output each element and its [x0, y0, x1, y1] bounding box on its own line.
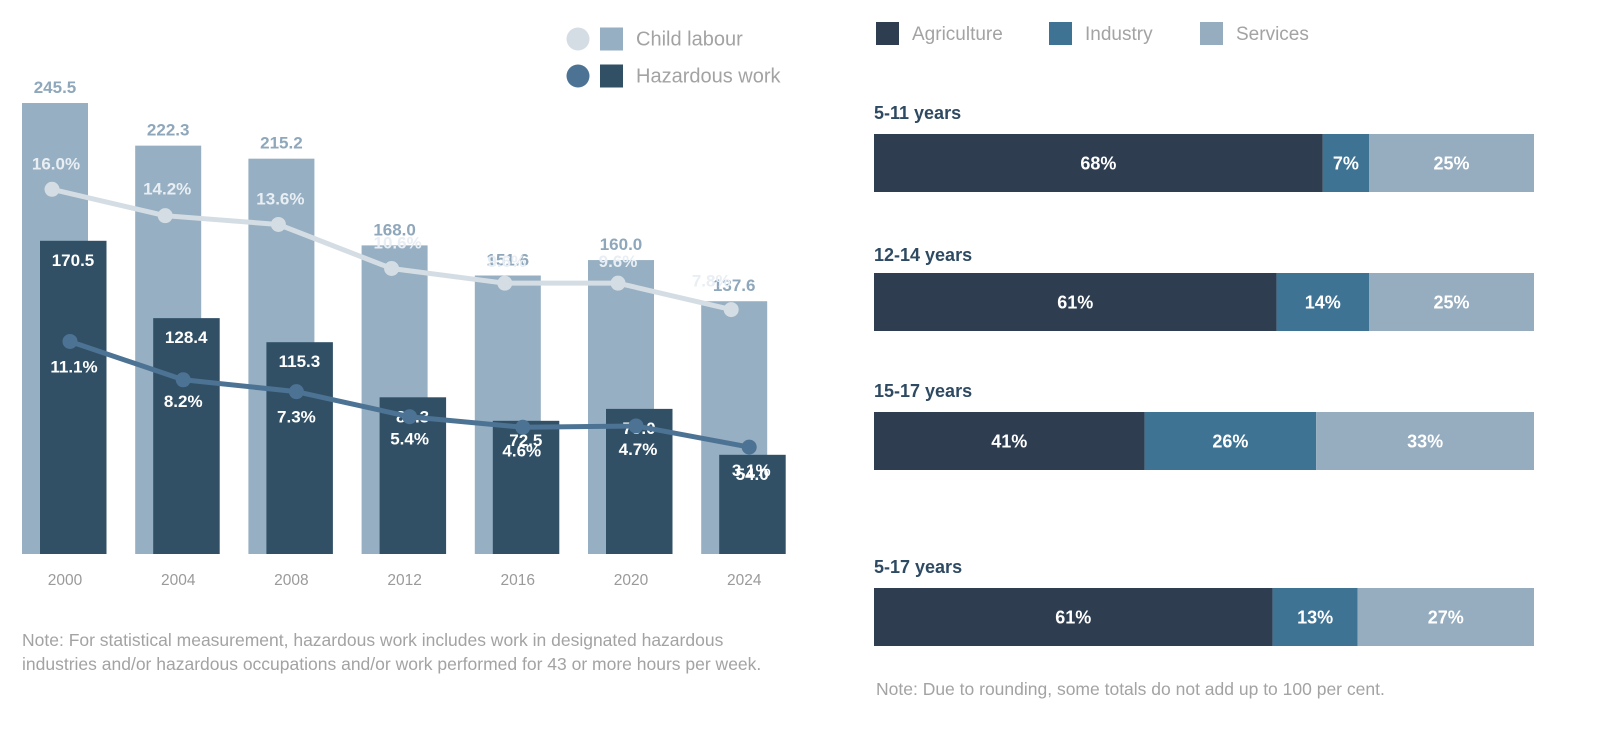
sector-distribution-chart: Agriculture Industry Services 5-11 years 68%…	[874, 22, 1534, 646]
hazardous-work-pct-point-2000	[62, 333, 78, 349]
child-labour-pct-point-2008	[270, 216, 286, 232]
industry-value-15-17 years: 26%	[1212, 432, 1248, 452]
hazardous-work-value-2024: 54.0	[736, 465, 769, 484]
hazardous-work-bar-2004	[153, 318, 220, 554]
x-tick-2024: 2024	[727, 572, 762, 589]
hazardous-work-pct-label-2012: 5.4%	[390, 430, 429, 449]
legend-label-agriculture: Agriculture	[912, 24, 1003, 45]
child-labour-value-2020: 160.0	[600, 235, 643, 254]
hazardous-work-bar-2024	[719, 454, 786, 554]
legend-dot-1	[566, 64, 590, 88]
child-labour-pct-point-2000	[44, 181, 60, 197]
hazardous-work-value-2008: 115.3	[279, 352, 321, 371]
legend-square-agriculture	[876, 22, 899, 45]
industry-segment-5-17 years	[1272, 588, 1358, 646]
industry-segment-15-17 years	[1144, 412, 1317, 470]
child-labour-value-2024: 137.6	[713, 276, 756, 295]
legend-label-services: Services	[1236, 24, 1309, 45]
child-labour-trend-chart: 245.5 170.5 2000 222.3 128.4 2004 215.2 115.3 20…	[22, 27, 786, 589]
legend-square-services	[1200, 22, 1223, 45]
child-labour-pct-label-2000: 16.0%	[32, 154, 80, 173]
hazardous-work-value-2016: 72.5	[509, 431, 542, 450]
hazardous-work-bar-2000	[40, 240, 107, 554]
agriculture-value-12-14 years: 61%	[1057, 293, 1093, 313]
child-labour-pct-label-2004: 14.2%	[143, 180, 191, 199]
legend-square-industry	[1049, 22, 1072, 45]
child-labour-pct-label-2024: 7.8%	[692, 272, 731, 291]
child-labour-pct-point-2004	[157, 208, 173, 224]
hazardous-work-pct-label-2024: 3.1%	[732, 461, 771, 480]
x-tick-2016: 2016	[501, 572, 535, 589]
child-labour-value-2016: 151.6	[487, 251, 530, 270]
agriculture-segment-12-14 years	[874, 273, 1277, 331]
hazardous-work-pct-label-2008: 7.3%	[277, 408, 316, 427]
hazardous-work-value-2000: 170.5	[52, 251, 95, 270]
child-labour-pct-label-2016: 9.6%	[487, 252, 526, 271]
agriculture-segment-15-17 years	[874, 412, 1145, 470]
legend-dot-0	[566, 27, 590, 51]
agriculture-segment-5-11 years	[874, 134, 1323, 192]
x-tick-2008: 2008	[274, 572, 308, 589]
child-labour-pct-point-2020	[610, 275, 626, 291]
hazardous-work-pct-label-2000: 11.1%	[50, 357, 97, 376]
services-segment-5-11 years	[1369, 134, 1534, 192]
child-labour-pct-point-2024	[723, 302, 739, 318]
child-labour-value-2012: 168.0	[373, 220, 416, 239]
industry-segment-5-11 years	[1322, 134, 1369, 192]
x-tick-2000: 2000	[48, 572, 83, 589]
row-label-15-17 years: 15-17 years	[874, 381, 972, 401]
row-label-5-11 years: 5-11 years	[874, 103, 961, 123]
x-tick-2020: 2020	[614, 572, 649, 589]
industry-value-5-11 years: 7%	[1333, 154, 1359, 174]
services-segment-5-17 years	[1357, 588, 1534, 646]
hazardous-work-pct-label-2020: 4.7%	[619, 440, 658, 459]
row-label-5-17 years: 5-17 years	[874, 557, 962, 577]
child-labour-pct-label-2020: 9.6%	[599, 252, 638, 271]
services-value-15-17 years: 33%	[1407, 432, 1443, 452]
industry-value-5-17 years: 13%	[1297, 608, 1333, 628]
x-tick-2004: 2004	[161, 572, 196, 589]
child-labour-pct-label-2008: 13.6%	[256, 189, 304, 208]
agriculture-segment-5-17 years	[874, 588, 1273, 646]
hazardous-work-pct-point-2012	[402, 409, 418, 425]
rounding-note: Note: Due to rounding, some totals do no…	[876, 679, 1385, 699]
industry-segment-12-14 years	[1276, 273, 1369, 331]
legend-label-0: Child labour	[636, 29, 743, 51]
hazardous-work-pct-point-2016	[515, 419, 531, 435]
hazardous-work-note: Note: For statistical measurement, hazar…	[22, 630, 762, 674]
child-labour-pct-point-2012	[384, 260, 400, 276]
child-labour-value-2004: 222.3	[147, 121, 190, 140]
row-label-12-14 years: 12-14 years	[874, 245, 972, 265]
child-labour-pct-point-2016	[497, 275, 513, 291]
hazardous-work-pct-label-2016: 4.6%	[502, 441, 541, 460]
legend-square-1	[600, 64, 623, 88]
industry-value-12-14 years: 14%	[1305, 293, 1341, 313]
services-value-12-14 years: 25%	[1433, 293, 1469, 313]
hazardous-work-bar-2008	[266, 342, 333, 554]
child-labour-pct-label-2012: 10.6%	[373, 233, 421, 252]
services-segment-12-14 years	[1369, 273, 1534, 331]
services-value-5-17 years: 27%	[1428, 608, 1464, 628]
hazardous-work-pct-point-2024	[741, 439, 757, 455]
agriculture-value-5-17 years: 61%	[1055, 608, 1091, 628]
services-value-5-11 years: 25%	[1433, 154, 1469, 174]
hazardous-work-pct-point-2008	[288, 384, 304, 400]
services-segment-15-17 years	[1316, 412, 1534, 470]
legend-label-industry: Industry	[1085, 24, 1153, 45]
agriculture-value-15-17 years: 41%	[991, 432, 1027, 452]
hazardous-work-value-2004: 128.4	[165, 328, 208, 347]
child-labour-value-2008: 215.2	[260, 134, 303, 153]
legend-label-1: Hazardous work	[636, 66, 782, 88]
hazardous-work-pct-point-2004	[175, 372, 191, 388]
child-labour-value-2000: 245.5	[34, 78, 77, 97]
legend-square-0	[600, 27, 623, 51]
hazardous-work-pct-label-2004: 8.2%	[164, 392, 203, 411]
agriculture-value-5-11 years: 68%	[1080, 154, 1116, 174]
hazardous-work-pct-point-2020	[628, 418, 644, 434]
x-tick-2012: 2012	[387, 572, 421, 589]
hazardous-work-bar-2016	[492, 420, 560, 554]
